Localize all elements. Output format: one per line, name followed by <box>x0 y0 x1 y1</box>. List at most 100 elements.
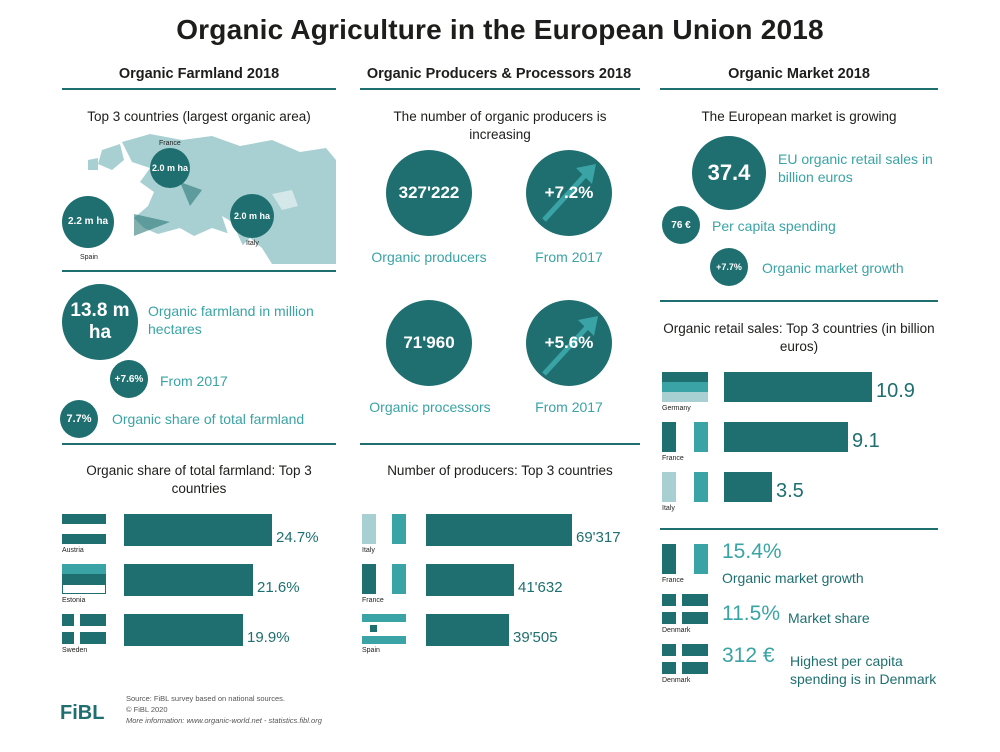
col3-rule-2 <box>660 300 938 302</box>
retail-sales-value-italy: 3.5 <box>776 480 804 502</box>
farmland-share-value-estonia: 21.6% <box>257 579 300 596</box>
country-label-germany: Germany <box>662 405 691 412</box>
flag-italy <box>362 514 406 544</box>
col1-rule-3 <box>62 443 336 445</box>
country-label-italy: Italy <box>362 547 375 554</box>
map-marker-spain: 2.2 m ha <box>62 196 114 248</box>
map-marker-italy: 2.0 m ha <box>230 194 274 238</box>
col1-top3-title: Organic share of total farmland: Top 3 c… <box>86 463 312 496</box>
growth-arrow-icon <box>542 164 596 222</box>
country-label-denmark: Denmark <box>662 677 691 684</box>
farmland-label: Organic farmland in million hectares <box>148 303 314 337</box>
col2-heading-rule <box>360 88 640 90</box>
country-label-austria: Austria <box>62 547 84 554</box>
fact-growth-value: 15.4% <box>722 540 782 563</box>
processors-growth-label: From 2017 <box>535 399 603 415</box>
growth-arrow-icon <box>542 316 598 376</box>
country-label-italy: Italy <box>662 505 675 512</box>
source-note: Source: FiBL survey based on national so… <box>126 694 285 703</box>
more-info-note: More information: www.organic-world.net … <box>126 716 322 725</box>
country-label-france: France <box>662 455 684 462</box>
country-label-estonia: Estonia <box>62 597 86 604</box>
map-label-spain: Spain <box>80 254 98 261</box>
farmland-circle: 13.8 m ha <box>62 284 138 360</box>
flag-france <box>662 544 708 574</box>
retail-sales-bar-france <box>724 422 848 452</box>
page-title: Organic Agriculture in the European Unio… <box>176 14 824 45</box>
flag-austria <box>62 514 106 544</box>
map-marker-france: 2.0 m ha <box>150 148 190 188</box>
farmland-share-label: Organic share of total farmland <box>112 411 305 427</box>
sales-label: EU organic retail sales in billion euros <box>778 151 933 185</box>
col2-heading: Organic Producers & Processors 2018 <box>366 66 632 82</box>
fact-share-text: Market share <box>788 610 870 626</box>
producers-growth-circle: +7.2% <box>526 150 612 236</box>
processors-label: Organic processors <box>369 399 491 415</box>
fibl-logo: FiBL <box>60 702 105 724</box>
farmland-share-value-austria: 24.7% <box>276 529 319 546</box>
capita-label: Per capita spending <box>712 218 836 234</box>
col3-heading-rule <box>660 88 938 90</box>
flag-germany <box>662 372 708 402</box>
map-label-france: France <box>159 140 181 147</box>
farmland-share-bar-estonia <box>124 564 253 596</box>
producers-label: Organic producers <box>371 249 487 265</box>
country-label-denmark: Denmark <box>662 627 691 634</box>
market-growth-label: Organic market growth <box>762 260 904 276</box>
producers-growth-label: From 2017 <box>535 249 603 265</box>
producers-circle: 327'222 <box>386 150 472 236</box>
fact-capita-value: 312 € <box>722 644 775 667</box>
col2-top3-title: Number of producers: Top 3 countries <box>387 463 613 478</box>
country-label-france: France <box>362 597 384 604</box>
col1-heading: Organic Farmland 2018 <box>118 66 280 82</box>
farmland-growth-label: From 2017 <box>160 373 228 389</box>
processors-circle: 71'960 <box>386 300 472 386</box>
flag-denmark <box>662 594 708 624</box>
producers-bar-france <box>426 564 514 596</box>
fact-capita-text: Highest per capita spending is in Denmar… <box>790 653 937 687</box>
flag-italy <box>662 472 708 502</box>
col3-heading: Organic Market 2018 <box>728 66 870 82</box>
retail-sales-bar-germany <box>724 372 872 402</box>
col2-rule-2 <box>360 443 640 445</box>
sales-circle: 37.4 <box>692 136 766 210</box>
retail-sales-value-france: 9.1 <box>852 430 880 452</box>
flag-france <box>362 564 406 594</box>
flag-france <box>662 422 708 452</box>
producers-value-france: 41'632 <box>518 579 563 596</box>
producers-value-italy: 69'317 <box>576 529 621 546</box>
fact-growth-text: Organic market growth <box>722 570 864 586</box>
country-label-sweden: Sweden <box>62 647 88 654</box>
flag-estonia <box>62 564 106 594</box>
flag-spain <box>362 614 406 644</box>
farmland-share-value-sweden: 19.9% <box>247 629 290 646</box>
farmland-share-bar-sweden <box>124 614 243 646</box>
retail-sales-bar-italy <box>724 472 772 502</box>
producers-bar-italy <box>426 514 572 546</box>
processors-growth-circle: +5.6% <box>526 300 612 386</box>
retail-sales-value-germany: 10.9 <box>876 380 915 402</box>
flag-denmark <box>662 644 708 674</box>
flag-sweden <box>62 614 106 644</box>
processors-growth-value: +5.6% <box>544 333 594 352</box>
col2-intro: The number of organic producers is incre… <box>393 109 607 142</box>
col1-heading-rule <box>62 88 336 90</box>
fact-share-value: 11.5% <box>722 602 780 625</box>
producers-value-spain: 39'505 <box>513 629 558 646</box>
country-label-france: France <box>662 577 684 584</box>
producers-bar-spain <box>426 614 509 646</box>
map-title: Top 3 countries (largest organic area) <box>87 109 311 124</box>
map-label-italy: Italy <box>246 240 259 247</box>
farmland-share-circle: 7.7% <box>60 400 98 438</box>
europe-map <box>88 134 336 264</box>
capita-circle: 76 € <box>662 206 700 244</box>
col3-rule-3 <box>660 528 938 530</box>
farmland-growth-circle: +7.6% <box>110 360 148 398</box>
col3-top3-title: Organic retail sales: Top 3 countries (i… <box>663 321 935 354</box>
producers-growth-value: +7.2% <box>544 183 594 202</box>
market-growth-circle: +7.7% <box>710 248 748 286</box>
country-label-spain: Spain <box>362 647 380 654</box>
copyright-note: © FiBL 2020 <box>126 705 168 714</box>
col3-intro: The European market is growing <box>701 109 897 124</box>
col1-rule-2 <box>62 270 336 272</box>
